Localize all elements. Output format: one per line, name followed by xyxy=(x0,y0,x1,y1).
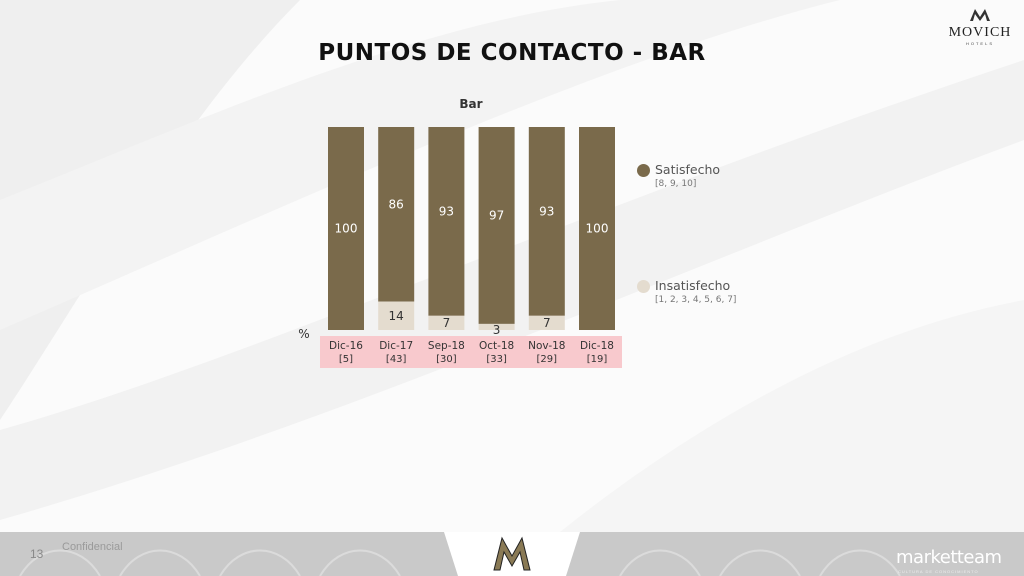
footer-brand-subtext: CULTURA DE CONOCIMIENTO xyxy=(898,569,979,574)
footer-pattern xyxy=(19,549,901,576)
confidential-label: Confidencial xyxy=(62,541,123,553)
logo-subtext: HOTELS xyxy=(965,41,994,46)
bar-satisfecho-oct-18 xyxy=(478,127,515,324)
data-label-satisfecho-dic-17: 86 xyxy=(389,197,404,211)
footer-m-logo-icon xyxy=(493,536,531,571)
data-label-satisfecho-nov-18: 93 xyxy=(539,204,554,218)
sample-size-label-dic-16: [5] xyxy=(339,354,353,365)
bar-satisfecho-nov-18 xyxy=(528,127,565,316)
sample-size-label-nov-18: [29] xyxy=(537,354,558,365)
footer-brand: marketteam xyxy=(896,547,1002,568)
logo-name: MOVICH xyxy=(948,25,1012,40)
sample-size-label-oct-18: [33] xyxy=(486,354,507,365)
data-label-satisfecho-dic-16: 100 xyxy=(335,222,358,236)
legend-label-satisfecho: Satisfecho xyxy=(655,162,721,177)
data-label-satisfecho-oct-18: 97 xyxy=(489,208,504,222)
y-axis-label: % xyxy=(298,327,309,341)
bar-satisfecho-dic-18 xyxy=(579,127,615,330)
data-label-satisfecho-dic-18: 100 xyxy=(586,222,609,236)
page-title: PUNTOS DE CONTACTO - BAR xyxy=(318,40,706,66)
bar-insatisfecho-dic-17 xyxy=(378,301,415,330)
data-label-insatisfecho-dic-17: 14 xyxy=(389,309,404,323)
data-label-satisfecho-sep-18: 93 xyxy=(439,204,454,218)
bar-insatisfecho-oct-18 xyxy=(478,323,515,330)
bar-insatisfecho-sep-18 xyxy=(428,315,465,330)
data-label-insatisfecho-oct-18: 3 xyxy=(493,323,501,337)
footer-logo-badge xyxy=(444,532,580,576)
legend-swatch-insatisfecho xyxy=(637,280,650,293)
sample-size-label-dic-17: [43] xyxy=(386,354,407,365)
x-tick-label-sep-18: Sep-18 xyxy=(428,340,465,352)
legend-range-satisfecho: [8, 9, 10] xyxy=(655,179,697,189)
chart-title: Bar xyxy=(459,97,482,111)
movich-m-icon xyxy=(970,9,990,21)
page-number: 13 xyxy=(30,547,44,561)
bar-satisfecho-dic-16 xyxy=(328,127,364,330)
sample-size-label-dic-18: [19] xyxy=(587,354,608,365)
x-tick-label-dic-17: Dic-17 xyxy=(379,340,413,352)
data-label-insatisfecho-nov-18: 7 xyxy=(543,316,551,330)
sample-size-label-sep-18: [30] xyxy=(436,354,457,365)
legend-label-insatisfecho: Insatisfecho xyxy=(655,278,731,293)
x-tick-label-dic-18: Dic-18 xyxy=(580,340,614,352)
legend-range-insatisfecho: [1, 2, 3, 4, 5, 6, 7] xyxy=(655,295,737,305)
bar-insatisfecho-nov-18 xyxy=(528,315,565,330)
bar-satisfecho-dic-17 xyxy=(378,127,415,302)
bar-satisfecho-sep-18 xyxy=(428,127,465,316)
legend-swatch-satisfecho xyxy=(637,164,650,177)
x-tick-label-oct-18: Oct-18 xyxy=(479,340,514,352)
category-band xyxy=(320,336,622,368)
movich-logo: MOVICH HOTELS xyxy=(940,8,1020,46)
x-tick-label-dic-16: Dic-16 xyxy=(329,340,363,352)
x-tick-label-nov-18: Nov-18 xyxy=(528,340,565,352)
data-label-insatisfecho-sep-18: 7 xyxy=(443,316,451,330)
